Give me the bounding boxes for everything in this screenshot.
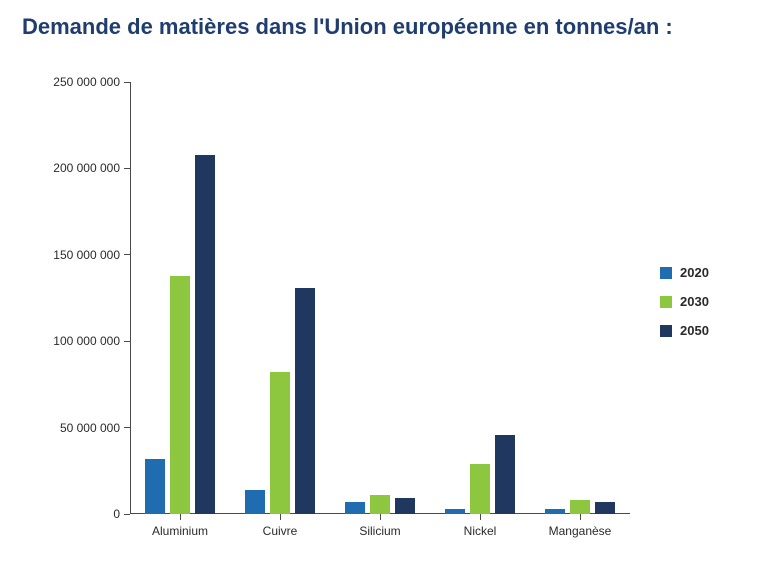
bar [570,500,590,514]
y-tick-label: 100 000 000 [10,334,120,348]
bar [595,502,615,514]
x-tick [180,514,181,520]
legend-item: 2020 [660,265,709,280]
legend-item: 2030 [660,294,709,309]
x-tick-label: Aluminium [130,524,230,538]
bar [470,464,490,514]
x-tick-label: Cuivre [230,524,330,538]
x-tick-label: Nickel [430,524,530,538]
legend-swatch [660,296,672,308]
y-tick [124,514,130,515]
y-tick-label: 50 000 000 [10,421,120,435]
legend: 2020 2030 2050 [660,265,709,352]
y-tick-label: 250 000 000 [10,75,120,89]
bar [270,372,290,514]
bar [170,276,190,514]
x-tick [480,514,481,520]
bar [245,490,265,514]
x-tick [580,514,581,520]
bar [370,495,390,514]
x-tick-label: Manganèse [530,524,630,538]
x-tick-label: Silicium [330,524,430,538]
bar [545,509,565,514]
y-tick [124,254,130,255]
page-root: Demande de matières dans l'Union europée… [0,0,768,577]
y-tick-label: 0 [10,507,120,521]
bar [195,155,215,514]
legend-swatch [660,267,672,279]
legend-item: 2050 [660,323,709,338]
bar [345,502,365,514]
bar [295,288,315,514]
y-tick [124,82,130,83]
bar [395,498,415,514]
y-axis-line [130,82,131,514]
legend-label: 2020 [680,265,709,280]
legend-label: 2030 [680,294,709,309]
bar [145,459,165,514]
x-tick [380,514,381,520]
legend-label: 2050 [680,323,709,338]
bar [445,509,465,514]
bar [495,435,515,514]
y-tick-label: 150 000 000 [10,248,120,262]
chart-title: Demande de matières dans l'Union europée… [22,14,673,40]
y-tick [124,341,130,342]
y-tick [124,168,130,169]
y-tick-label: 200 000 000 [10,161,120,175]
x-tick [280,514,281,520]
legend-swatch [660,325,672,337]
plot-area: 050 000 000100 000 000150 000 000200 000… [130,82,630,514]
y-tick [124,427,130,428]
